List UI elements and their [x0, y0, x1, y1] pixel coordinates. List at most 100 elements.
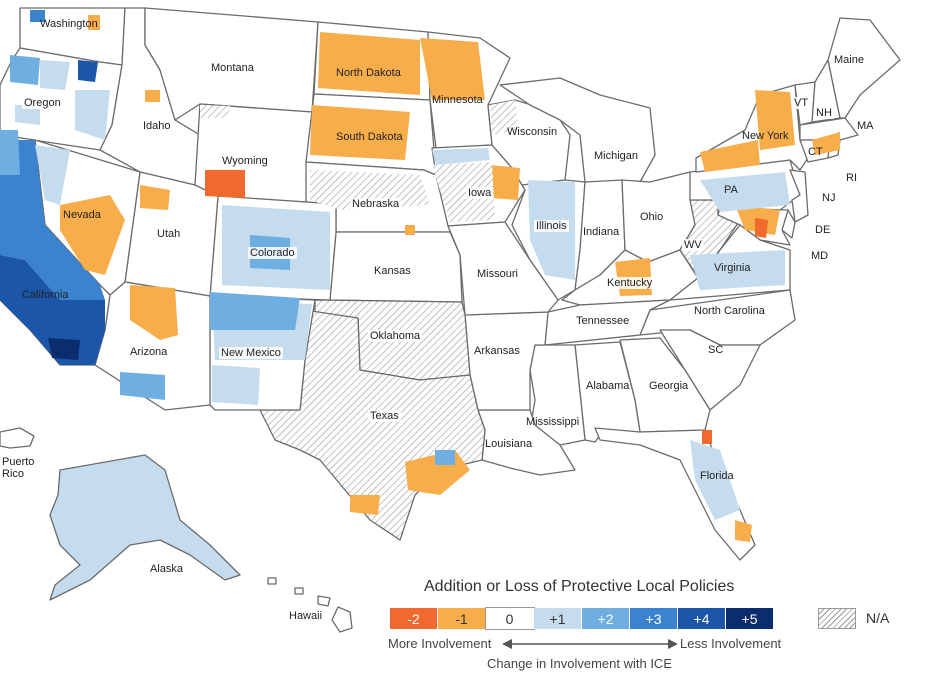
county-region [205, 170, 245, 198]
legend-title: Addition or Loss of Protective Local Pol… [424, 578, 735, 595]
county-region [78, 60, 98, 82]
label-mississippi: Mississippi [526, 416, 580, 428]
legend-swatch: +3 [630, 608, 678, 629]
label-colorado: Colorado [248, 247, 297, 259]
legend-swatch: +2 [582, 608, 630, 629]
label-utah: Utah [157, 228, 181, 240]
label-alabama: Alabama [586, 380, 630, 392]
label-florida: Florida [700, 470, 734, 482]
label-louisiana: Louisiana [485, 438, 533, 450]
na-hatch-swatch [818, 608, 856, 629]
county-region [405, 225, 415, 235]
more-involvement-label: More Involvement [388, 636, 492, 651]
state-maine [827, 17, 901, 119]
county-region [140, 185, 170, 210]
hawaii-oahu [294, 587, 304, 595]
label-wyoming: Wyoming [222, 155, 268, 167]
county-region [420, 38, 485, 100]
label-tennessee: Tennessee [576, 315, 630, 327]
label-michigan: Michigan [594, 150, 639, 162]
label-ct: CT [808, 146, 823, 158]
county-region [30, 10, 45, 22]
label-georgia: Georgia [649, 380, 689, 392]
na-region [490, 100, 518, 135]
label-de: DE [815, 224, 831, 236]
label-wisconsin: Wisconsin [507, 126, 558, 138]
state-texas [259, 309, 486, 541]
county-region [755, 90, 795, 150]
county-region [0, 130, 20, 175]
label-hawaii: Hawaii [289, 610, 323, 622]
label-puerto-rico: Puerto Rico [2, 456, 35, 480]
involvement-arrow [502, 639, 678, 649]
county-region [60, 195, 125, 275]
county-region [145, 90, 160, 102]
county-region [318, 32, 420, 95]
label-arkansas: Arkansas [474, 345, 520, 357]
label-kentucky: Kentucky [605, 277, 655, 289]
county-region [702, 430, 712, 444]
state-massachusetts [799, 117, 859, 141]
label-indiana: Indiana [583, 226, 620, 238]
hawaii-island [331, 606, 353, 633]
label-washington: Washington [40, 18, 98, 30]
county-region [700, 172, 790, 212]
label-new-york: New York [742, 130, 789, 142]
label-oklahoma: Oklahoma [368, 330, 423, 342]
legend-swatch: +4 [678, 608, 726, 629]
county-region [0, 140, 105, 300]
county-region [432, 148, 490, 165]
county-region [212, 365, 260, 405]
county-region [700, 140, 760, 172]
label-minnesota: Minnesota [432, 94, 483, 106]
label-alaska: Alaska [150, 563, 184, 575]
county-fills [0, 10, 840, 542]
county-region [490, 165, 520, 200]
county-region [690, 440, 740, 520]
county-region [210, 292, 300, 330]
county-region [10, 55, 40, 85]
county-region [75, 90, 110, 140]
county-region [40, 60, 70, 90]
label-virginia: Virginia [714, 262, 751, 274]
label-nebraska: Nebraska [350, 198, 402, 210]
county-region [350, 495, 380, 515]
label-ma: MA [857, 120, 874, 132]
label-texas: Texas [368, 410, 401, 422]
label-arizona: Arizona [130, 346, 168, 358]
legend-swatch: +1 [534, 608, 582, 629]
label-illinois: Illinois [534, 220, 569, 232]
label-ohio: Ohio [640, 211, 664, 223]
county-region [755, 218, 768, 238]
label-md: MD [811, 250, 829, 262]
county-region [310, 105, 410, 160]
less-involvement-label: Less Involvement [680, 636, 782, 651]
label-ri: RI [846, 172, 857, 184]
label-missouri: Missouri [477, 268, 518, 280]
county-region [0, 255, 105, 365]
county-region [88, 15, 100, 30]
legend-swatch: -1 [438, 608, 486, 629]
na-region [432, 162, 495, 222]
label-nevada: Nevada [63, 209, 101, 221]
county-region [735, 520, 752, 542]
label-wv: WV [682, 239, 704, 251]
hawaii-kauai [267, 577, 277, 585]
label-oregon: Oregon [22, 97, 63, 109]
legend-color-scale: -2 -1 0 +1 +2 +3 +4 +5 [390, 607, 774, 630]
change-in-involvement-label: Change in Involvement with ICE [487, 656, 672, 671]
hawaii-maui [317, 595, 331, 607]
state-alaska [49, 454, 241, 601]
county-region [15, 105, 40, 125]
label-california: California [22, 289, 69, 301]
legend-swatch: 0 [485, 607, 535, 630]
label-north-dakota: North Dakota [336, 67, 401, 79]
label-nj: NJ [822, 192, 836, 204]
county-region [48, 338, 80, 360]
county-region [120, 372, 165, 400]
county-region [35, 145, 70, 205]
na-label: N/A [866, 610, 890, 626]
county-region [812, 132, 840, 155]
label-sc: SC [708, 344, 724, 356]
